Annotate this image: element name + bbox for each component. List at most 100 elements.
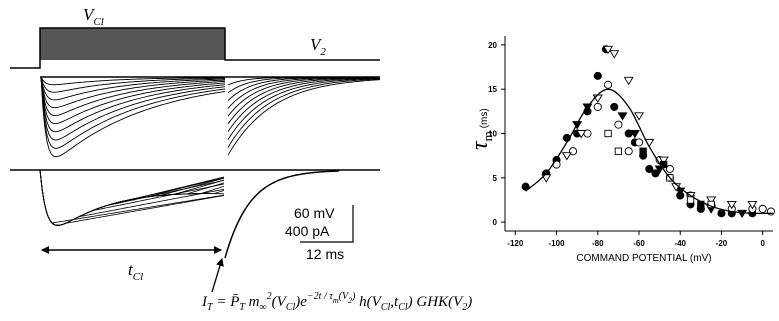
tail-trace: [227, 76, 381, 117]
scale-label: 400 pA: [285, 223, 330, 239]
x-tick-label: -100: [549, 239, 566, 248]
point: [614, 120, 623, 129]
x-tick-label: -80: [592, 239, 604, 248]
y-tick-label: 0: [493, 218, 498, 227]
x-axis-label: COMMAND POTENTIAL (mV): [576, 253, 711, 264]
point: [593, 71, 602, 80]
current-trace: [40, 76, 226, 158]
y-label-unit: (ms): [479, 108, 490, 128]
formula-part: ∞: [260, 302, 267, 313]
formula-part: (V: [339, 291, 350, 302]
point: [665, 164, 674, 174]
current-trace: [39, 169, 225, 226]
current-trace: [39, 169, 225, 226]
x-tick-label: -120: [507, 239, 524, 248]
point: [624, 147, 633, 156]
scatter-chart: -120 -100 -80 -60 -40 -20 0 0 5 10 15 20 COMMAND POT…: [467, 36, 775, 264]
point: [604, 129, 612, 138]
point: [706, 196, 717, 205]
formula-part: ): [466, 294, 472, 310]
y-axis-label: τm (ms): [467, 108, 495, 150]
formula-part: =: [213, 294, 231, 310]
point: [737, 209, 748, 219]
current-traces: VCl V2 60 mV 400 pA 12 ms tCl: [10, 5, 381, 293]
y-tick-label: 20: [488, 41, 497, 50]
tail-trace: [227, 77, 380, 140]
formula-part: ): [351, 291, 356, 302]
x-tick-label: -20: [716, 239, 728, 248]
point: [576, 130, 587, 139]
current-trace: [40, 76, 225, 86]
current-trace: [39, 169, 225, 226]
formula-part: ) GHK(V: [407, 294, 464, 310]
formula: IT = P̄T m∞2(VCl)e−2t / τm(V2) h(VCl,tCl…: [201, 291, 472, 313]
scale-label: 12 ms: [306, 246, 344, 262]
point: [726, 200, 737, 210]
current-trace: [39, 169, 225, 224]
point: [609, 50, 620, 59]
point: [617, 112, 628, 121]
y-label-sub: m: [480, 131, 495, 141]
tail-trace: [227, 77, 380, 133]
current-trace: [39, 169, 225, 226]
current-trace: [40, 76, 226, 109]
current-trace: [40, 76, 226, 93]
v-2-label: V2: [310, 35, 326, 58]
formula-part: m: [333, 296, 339, 305]
current-trace: [39, 169, 225, 226]
trace-family: [10, 76, 381, 259]
point: [604, 80, 613, 89]
scale-label: 60 mV: [294, 205, 335, 221]
point: [717, 209, 726, 218]
formula-part: ,t: [390, 294, 399, 310]
point: [634, 138, 644, 147]
y-tick-label: 10: [488, 130, 497, 139]
formula-part: Cl: [398, 302, 408, 313]
point: [658, 156, 669, 165]
formula-part: )e: [294, 294, 307, 310]
x-tick-label: 0: [760, 239, 765, 248]
point: [623, 76, 634, 86]
v-cl-label: VCl: [83, 5, 104, 28]
point: [639, 147, 647, 155]
point: [747, 200, 758, 210]
x-tick-label: -60: [633, 239, 645, 248]
current-trace: [40, 76, 226, 101]
tail-trace: [227, 78, 381, 148]
point: [651, 169, 660, 178]
formula-part: 2: [267, 291, 272, 302]
current-trace: [39, 169, 225, 226]
y-tick-label: 15: [488, 85, 497, 94]
formula-part: m: [245, 294, 260, 310]
x-tick-label: -40: [674, 239, 686, 248]
formula-part: 2: [348, 296, 352, 305]
formula-part: Cl: [381, 302, 391, 313]
point: [629, 130, 640, 139]
formula-part: T: [239, 302, 246, 313]
current-trace: [40, 76, 226, 133]
point: [758, 204, 767, 213]
formula-part: Cl: [286, 302, 296, 313]
point: [766, 207, 775, 216]
current-trace: [40, 76, 226, 141]
tail-trace: [227, 77, 380, 125]
current-trace: [40, 76, 226, 125]
current-trace: [39, 169, 225, 226]
formula-part: 2: [462, 302, 467, 313]
formula-part: (V: [272, 294, 288, 310]
formula-part: −2t / τ: [307, 291, 333, 302]
point: [603, 45, 614, 55]
tail-trace: [224, 170, 340, 259]
pulse-box: [40, 28, 225, 60]
protocol-line: [10, 27, 380, 69]
point: [686, 196, 695, 204]
tail-trace: [227, 79, 381, 156]
point: [561, 152, 572, 161]
point: [614, 147, 623, 155]
point: [645, 164, 654, 174]
current-trace: [39, 169, 225, 226]
scale-bar: [300, 205, 354, 243]
fit-curve: [525, 88, 774, 215]
current-trace: [39, 169, 225, 226]
current-trace: [39, 169, 225, 226]
